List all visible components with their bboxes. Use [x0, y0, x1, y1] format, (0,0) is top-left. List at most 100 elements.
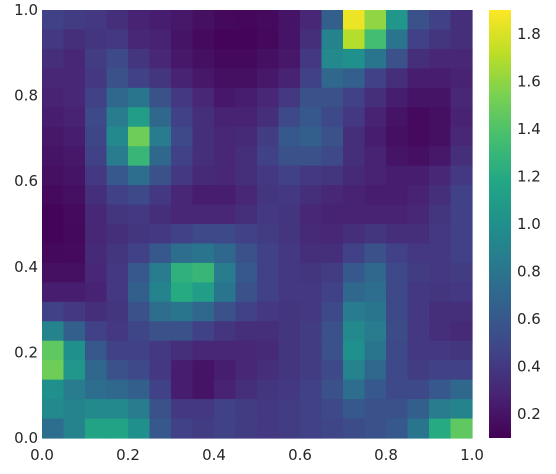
heatmap-cell: [386, 10, 409, 31]
heatmap-cell: [63, 379, 86, 400]
heatmap-cell: [257, 87, 280, 108]
heatmap-cell: [278, 282, 301, 303]
heatmap-cell: [85, 29, 108, 50]
heatmap-cell: [106, 418, 129, 439]
heatmap-cell: [300, 68, 323, 89]
heatmap-cell: [386, 379, 409, 400]
heatmap-cell: [300, 399, 323, 420]
heatmap-cell: [171, 243, 194, 264]
heatmap-cell: [128, 418, 151, 439]
heatmap-cell: [149, 379, 172, 400]
heatmap-cell: [364, 10, 387, 31]
heatmap-cell: [257, 262, 280, 283]
heatmap-cell: [321, 418, 344, 439]
heatmap-cell: [192, 243, 215, 264]
heatmap-cell: [106, 185, 129, 206]
heatmap-cell: [149, 48, 172, 69]
heatmap-cell: [407, 29, 430, 50]
heatmap-cell: [429, 185, 452, 206]
heatmap-cell: [257, 321, 280, 342]
heatmap-cell: [149, 165, 172, 186]
heatmap-cell: [429, 146, 452, 167]
heatmap-cell: [106, 399, 129, 420]
heatmap-cell: [300, 224, 323, 245]
heatmap-cell: [192, 48, 215, 69]
heatmap-cell: [343, 126, 366, 147]
heatmap-cell: [106, 282, 129, 303]
heatmap-cell: [278, 379, 301, 400]
heatmap-cell: [278, 418, 301, 439]
heatmap-cell: [386, 107, 409, 128]
heatmap-cell: [171, 379, 194, 400]
heatmap-cell: [386, 68, 409, 89]
heatmap-cell: [321, 282, 344, 303]
y-tick-label: 0.2: [14, 343, 38, 361]
heatmap-cell: [407, 282, 430, 303]
heatmap-cell: [343, 87, 366, 108]
heatmap-cell: [407, 262, 430, 283]
heatmap-cell: [429, 379, 452, 400]
heatmap-cell: [343, 48, 366, 69]
heatmap-cell: [63, 224, 86, 245]
heatmap-cell: [278, 340, 301, 361]
heatmap-cell: [429, 165, 452, 186]
heatmap-cell: [278, 360, 301, 381]
heatmap-cell: [429, 360, 452, 381]
heatmap-cell: [450, 321, 473, 342]
heatmap-cell: [106, 146, 129, 167]
heatmap-cell: [321, 379, 344, 400]
heatmap-cell: [386, 262, 409, 283]
heatmap-cell: [214, 146, 237, 167]
heatmap-cell: [429, 301, 452, 322]
heatmap-cell: [450, 418, 473, 439]
heatmap-cell: [321, 224, 344, 245]
heatmap-cell: [300, 340, 323, 361]
heatmap-cell: [192, 146, 215, 167]
heatmap-cell: [343, 68, 366, 89]
heatmap-cell: [106, 165, 129, 186]
heatmap-cell: [407, 379, 430, 400]
heatmap-cell: [364, 185, 387, 206]
heatmap-cell: [450, 165, 473, 186]
heatmap-cell: [85, 224, 108, 245]
heatmap-cell: [343, 301, 366, 322]
heatmap-cell: [364, 165, 387, 186]
heatmap-cell: [235, 321, 258, 342]
heatmap-cell: [343, 418, 366, 439]
heatmap-cell: [257, 243, 280, 264]
heatmap-cell: [364, 146, 387, 167]
heatmap-cell: [386, 224, 409, 245]
heatmap-cell: [42, 126, 65, 147]
heatmap-cell: [171, 165, 194, 186]
heatmap-cell: [63, 48, 86, 69]
heatmap-cell: [364, 243, 387, 264]
heatmap-cell: [321, 146, 344, 167]
heatmap-cell: [214, 107, 237, 128]
heatmap-cell: [343, 10, 366, 31]
heatmap-cell: [171, 146, 194, 167]
heatmap-cell: [63, 107, 86, 128]
heatmap-cell: [278, 262, 301, 283]
colorbar-tick-label: 1.2: [517, 167, 541, 185]
heatmap-cell: [63, 340, 86, 361]
colorbar-tick-label: 0.4: [517, 358, 541, 376]
x-tick-label: 0.0: [30, 446, 54, 464]
colorbar-tick-label: 0.2: [517, 405, 541, 423]
heatmap-cell: [300, 204, 323, 225]
heatmap-cell: [278, 204, 301, 225]
heatmap-cell: [300, 185, 323, 206]
heatmap-cell: [214, 399, 237, 420]
heatmap-cell: [128, 243, 151, 264]
heatmap-cell: [407, 243, 430, 264]
heatmap-cell: [429, 321, 452, 342]
heatmap-cell: [171, 282, 194, 303]
heatmap-cell: [300, 418, 323, 439]
heatmap-cell: [63, 262, 86, 283]
colorbar-tick-label: 0.6: [517, 310, 541, 328]
y-tick-label: 0.4: [14, 258, 38, 276]
heatmap-cell: [364, 418, 387, 439]
heatmap-cell: [214, 418, 237, 439]
heatmap-cell: [343, 243, 366, 264]
heatmap-cell: [386, 418, 409, 439]
heatmap-cell: [42, 185, 65, 206]
